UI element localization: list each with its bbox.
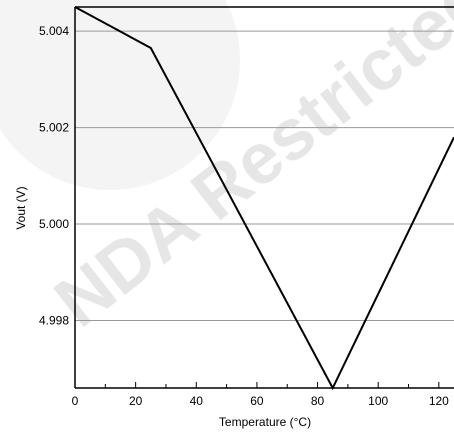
series-line-0 <box>74 6 454 391</box>
x-tick-label: 0 <box>72 394 79 408</box>
x-tick-label: 20 <box>129 394 143 408</box>
x-tick-label: 120 <box>429 394 449 408</box>
x-tick-label: 40 <box>190 394 204 408</box>
y-tick-label: 5.000 <box>39 217 69 231</box>
y-tick-label: 5.004 <box>39 24 69 38</box>
watermark: NDA Restricted <box>0 0 454 343</box>
y-axis-title: Vout (V) <box>14 186 28 229</box>
y-tick-label: 5.002 <box>39 121 69 135</box>
grid <box>75 30 454 321</box>
x-tick-label: 60 <box>250 394 264 408</box>
y-tick-label: 4.998 <box>39 313 69 327</box>
x-tick-label: 80 <box>311 394 325 408</box>
watermark-circle <box>0 0 240 190</box>
plot-frame <box>74 6 454 389</box>
x-tick-label: 100 <box>368 394 388 408</box>
y-axis: 4.998 5.000 5.002 5.004 <box>39 24 69 327</box>
x-axis: 0 20 40 60 80 100 120 <box>72 382 449 408</box>
x-axis-title: Temperature (°C) <box>219 415 311 429</box>
